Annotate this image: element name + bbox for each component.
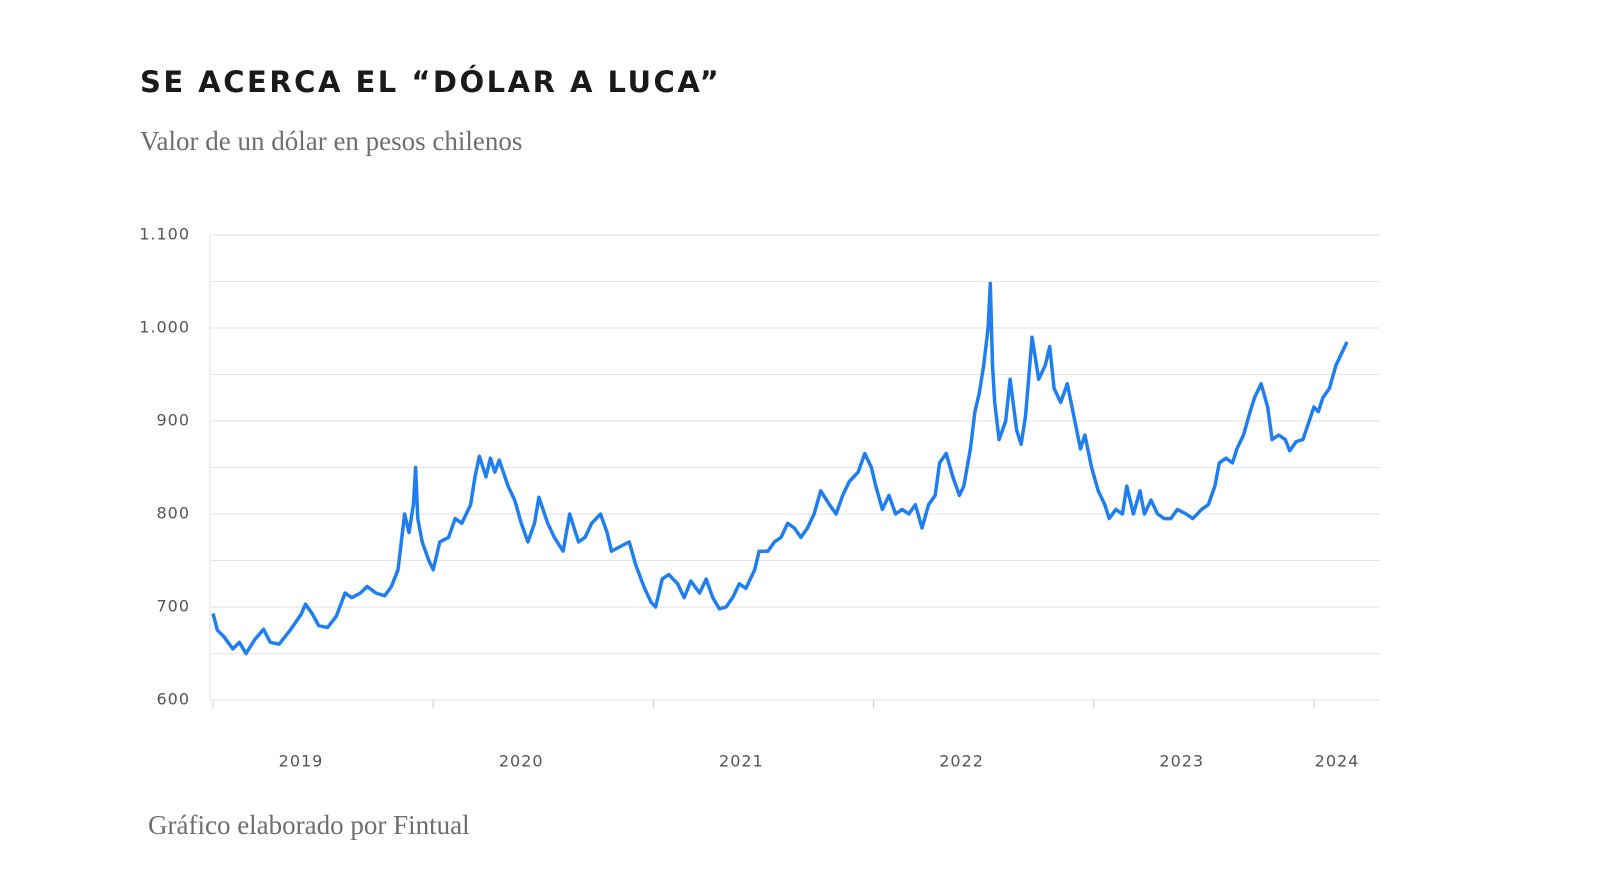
chart-title: SE ACERCA EL “DÓLAR A LUCA” [140, 65, 721, 99]
x-tick-label: 2020 [499, 752, 544, 771]
y-tick-label: 800 [156, 504, 190, 523]
x-tick-label: 2021 [719, 752, 764, 771]
x-tick-label: 2022 [939, 752, 984, 771]
data-line [211, 281, 1349, 656]
y-tick-label: 1.000 [139, 318, 190, 337]
y-tick-label: 900 [156, 411, 190, 430]
footnote: Gráfico elaborado por Fintual [148, 810, 470, 840]
y-tick-label: 700 [156, 597, 190, 616]
chart-subtitle: Valor de un dólar en pesos chilenos [140, 126, 522, 156]
y-tick-label: 600 [156, 690, 190, 709]
x-tick-label: 2019 [279, 752, 324, 771]
x-tick-label: 2024 [1315, 752, 1360, 771]
x-tick-label: 2023 [1159, 752, 1204, 771]
y-tick-label: 1.100 [139, 225, 190, 244]
